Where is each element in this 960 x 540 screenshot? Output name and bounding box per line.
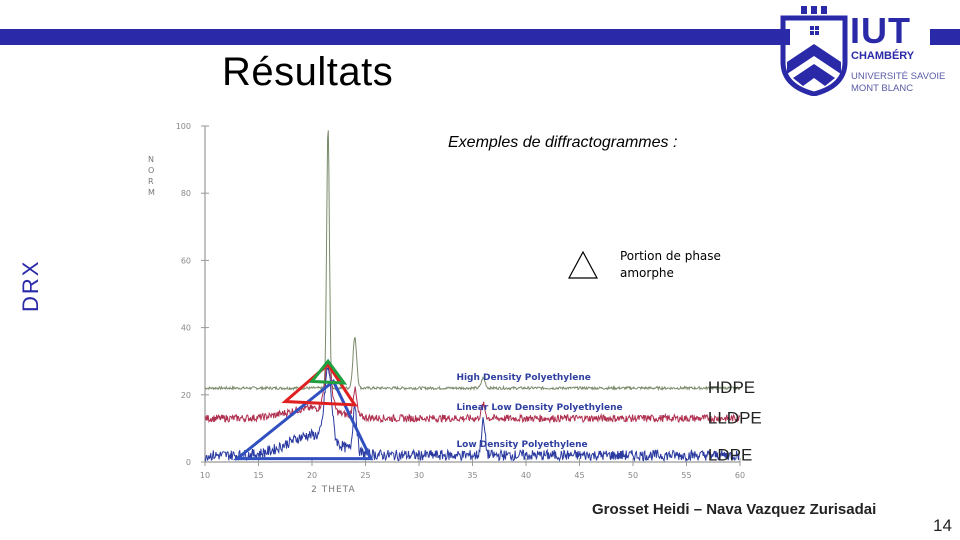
y-tick-label: 100 <box>176 122 191 131</box>
iut-logo <box>780 6 848 96</box>
y-tick-label: 0 <box>186 458 191 467</box>
logo-line-3: MONT BLANC <box>851 83 914 94</box>
triangle-icon <box>567 250 599 279</box>
chart-caption: Exemples de diffractogrammes : <box>448 134 678 151</box>
x-tick-label: 35 <box>467 471 477 480</box>
y-tick-label: 40 <box>181 324 191 333</box>
x-tick-label: 40 <box>521 471 531 480</box>
x-tick-label: 50 <box>628 471 638 480</box>
y-tick-label: 20 <box>181 391 191 400</box>
triangle-ldpe <box>232 379 374 461</box>
authors: Grosset Heidi – Nava Vazquez Zurisadai <box>592 501 877 518</box>
series-name-hdpe: HDPE <box>708 378 755 397</box>
x-tick-label: 60 <box>735 471 745 480</box>
series-label-ldpe: Low Density Polyethylene <box>456 440 587 450</box>
header-bar <box>0 29 790 45</box>
x-tick-label: 15 <box>253 471 263 480</box>
x-tick-label: 45 <box>574 471 584 480</box>
x-tick-label: 25 <box>360 471 370 480</box>
series-line-ldpe <box>204 366 740 463</box>
slide-title: Résultats <box>222 50 394 94</box>
triangle-hdpe <box>309 358 348 385</box>
triangle-lldpe <box>281 362 358 407</box>
legend-text: Portion de phase amorphe <box>620 249 721 280</box>
y-tick-label: 60 <box>181 256 191 265</box>
logo-text: IUT <box>850 10 911 51</box>
page-number: 14 <box>933 516 952 535</box>
x-tick-label: 30 <box>414 471 424 480</box>
header-bar-end <box>930 29 960 45</box>
x-tick-label: 10 <box>200 471 210 480</box>
x-tick-label: 55 <box>681 471 691 480</box>
series-label-hdpe: High Density Polyethylene <box>456 373 590 383</box>
y-tick-label: 80 <box>181 189 191 198</box>
logo-line-1: CHAMBÉRY <box>851 50 915 62</box>
xrd-chart: 0 20 40 60 80 100 10 15 20 25 30 35 40 45 50 55 60 2 THET… <box>148 122 762 495</box>
series-name-lldpe: LLDPE <box>708 408 762 427</box>
x-tick-label: 20 <box>307 471 317 480</box>
logo-line-2: UNIVERSITÉ SAVOIE MONT BLANC <box>851 71 945 95</box>
series-name-ldpe: LDPE <box>708 445 752 464</box>
logo-line-2a: UNIVERSITÉ SAVOIE <box>851 71 946 82</box>
series-line-hdpe <box>204 130 741 392</box>
side-label: DRX <box>18 259 43 312</box>
series-label-lldpe: Linear Low Density Polyethylene <box>456 403 622 413</box>
x-axis-label: 2 THETA <box>311 485 356 495</box>
